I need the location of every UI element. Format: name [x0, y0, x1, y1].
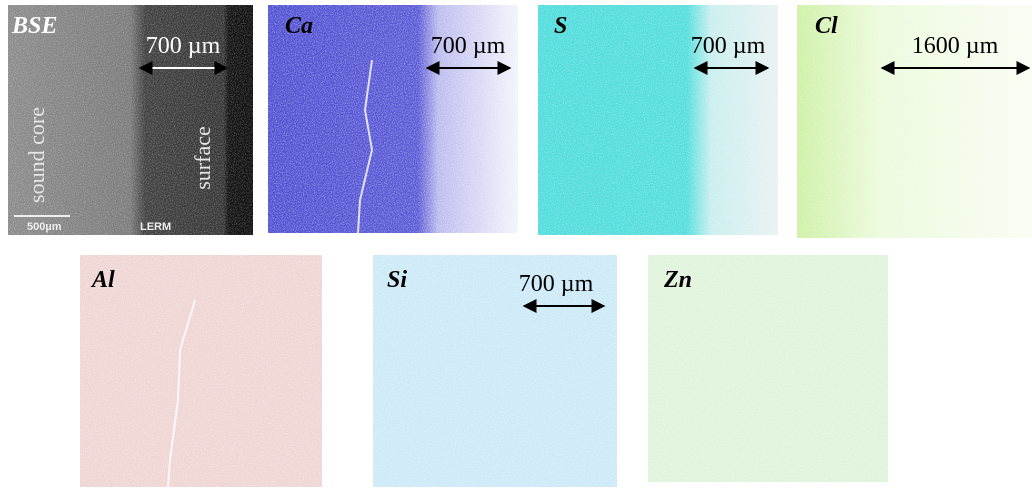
scale-text: 700 µm — [431, 33, 506, 59]
panel-label: Si — [387, 267, 407, 293]
panel-s: S 700 µm — [538, 5, 778, 235]
panel-label: Ca — [285, 13, 313, 39]
panel-label: S — [554, 13, 567, 39]
panel-zn: Zn — [648, 255, 888, 482]
panel-label: Zn — [663, 267, 692, 293]
figure: BSE 700 µm sound core surface 500µm LERM… — [0, 0, 1032, 488]
annotation: surface — [190, 126, 215, 190]
scale-text: 700 µm — [146, 33, 221, 59]
panel-label: Cl — [815, 13, 838, 39]
scale-text: 1600 µm — [912, 33, 999, 59]
panel-bse: BSE 700 µm sound core surface 500µm LERM — [8, 5, 253, 235]
panel-si: Si 700 µm — [373, 255, 617, 487]
panel-al: Al — [80, 255, 322, 487]
texture — [80, 255, 322, 487]
panel-ca: Ca 700 µm — [268, 5, 518, 233]
panel-cl: Cl 1600 µm — [797, 5, 1032, 238]
logo-text: LERM — [140, 221, 171, 233]
panel-label: Al — [90, 267, 115, 293]
scale-bar-text: 500µm — [27, 221, 62, 233]
scale-text: 700 µm — [691, 33, 766, 59]
scale-text: 700 µm — [519, 271, 594, 297]
panel-label: BSE — [11, 13, 57, 39]
annotation: sound core — [24, 107, 49, 203]
